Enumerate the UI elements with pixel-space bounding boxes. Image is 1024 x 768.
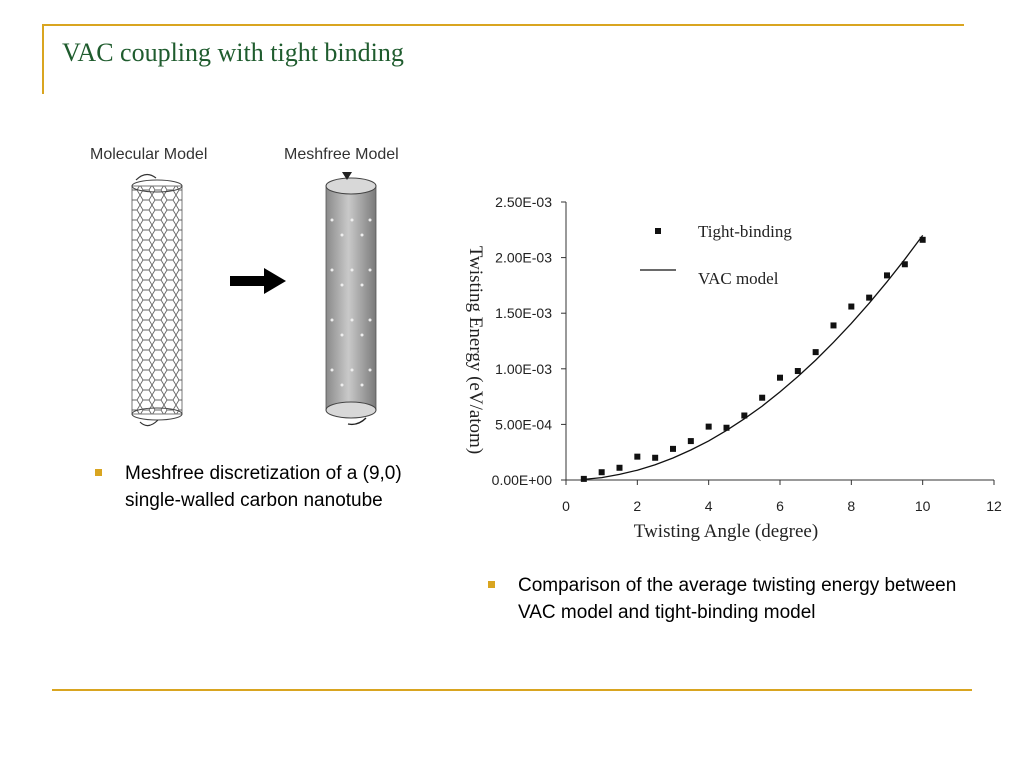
tight-binding-point (687, 438, 694, 445)
y-axis-label: Twisting Energy (eV/atom) (465, 246, 486, 454)
tight-binding-point (652, 454, 659, 461)
meshfree-model-label: Meshfree Model (284, 146, 399, 163)
twisting-energy-chart: 0 2 4 6 8 10 12 0.00E+00 5.00E-04 1.00E-03 1.50E-… (465, 194, 1002, 542)
tight-binding-point (670, 445, 676, 452)
top-rule (42, 24, 964, 26)
molecular-tube-image (131, 173, 183, 427)
vac-model-series (583, 235, 924, 481)
vac-model-line (583, 235, 924, 481)
tight-binding-point (723, 424, 730, 431)
bullet-right: Comparison of the average twisting energ… (488, 572, 978, 626)
x-axis-label: Twisting Angle (degree) (634, 521, 818, 542)
left-rule (42, 24, 44, 94)
legend-label-vac-model: VAC model (698, 269, 779, 288)
legend-label-tight-binding: Tight-binding (698, 222, 792, 241)
x-tick-label: 10 (915, 498, 931, 514)
tight-binding-point (616, 464, 623, 471)
meshfree-tube-image (325, 172, 377, 426)
x-tick-label: 8 (847, 498, 855, 514)
y-tick-label: 0.00E+00 (492, 472, 553, 488)
y-tick-label: 5.00E-04 (495, 416, 552, 432)
x-tick-label: 4 (705, 498, 713, 514)
tight-binding-point (741, 412, 748, 419)
y-tick-label: 1.00E-03 (495, 361, 552, 377)
chart-axes (565, 202, 994, 481)
tight-binding-point (830, 322, 837, 329)
y-tick-label: 2.50E-03 (495, 194, 552, 210)
tight-binding-point (580, 475, 587, 482)
tight-binding-point (598, 469, 605, 476)
x-tick-label: 12 (986, 498, 1002, 514)
tight-binding-point (794, 368, 801, 375)
molecular-model-label: Molecular Model (90, 146, 207, 163)
tight-binding-point (759, 394, 766, 401)
tight-binding-point (812, 349, 819, 356)
slide-title: VAC coupling with tight binding (62, 38, 404, 67)
tight-binding-point (901, 261, 908, 268)
x-tick-label: 2 (633, 498, 641, 514)
bullet-right-text: Comparison of the average twisting energ… (518, 575, 957, 623)
tight-binding-point (777, 374, 783, 381)
legend-marker-tight-binding (655, 228, 661, 234)
tight-binding-point (884, 272, 890, 279)
x-tick-label: 0 (562, 498, 570, 514)
bullet-left: Meshfree discretization of a (9,0) singl… (95, 460, 425, 514)
chart-legend: Tight-binding VAC model (640, 222, 792, 288)
bullet-left-text: Meshfree discretization of a (9,0) singl… (125, 463, 402, 511)
right-arrow-icon (230, 268, 286, 294)
y-axis-ticks: 0.00E+00 5.00E-04 1.00E-03 1.50E-03 2.00E-03… (492, 194, 566, 488)
tight-binding-point (634, 453, 641, 460)
x-tick-label: 6 (776, 498, 784, 514)
tight-binding-point (848, 303, 855, 310)
bullet-marker (488, 581, 495, 588)
tight-binding-point (919, 236, 926, 243)
y-tick-label: 2.00E-03 (495, 250, 552, 266)
y-tick-label: 1.50E-03 (495, 305, 552, 321)
tight-binding-point (866, 294, 873, 301)
tight-binding-series (580, 236, 926, 482)
tight-binding-point (705, 423, 712, 430)
bottom-rule (52, 689, 972, 691)
nanotube-figure: Molecular Model Meshfree Model (90, 146, 399, 427)
bullet-marker (95, 469, 102, 476)
x-axis-ticks: 0 2 4 6 8 10 12 (562, 480, 1002, 514)
